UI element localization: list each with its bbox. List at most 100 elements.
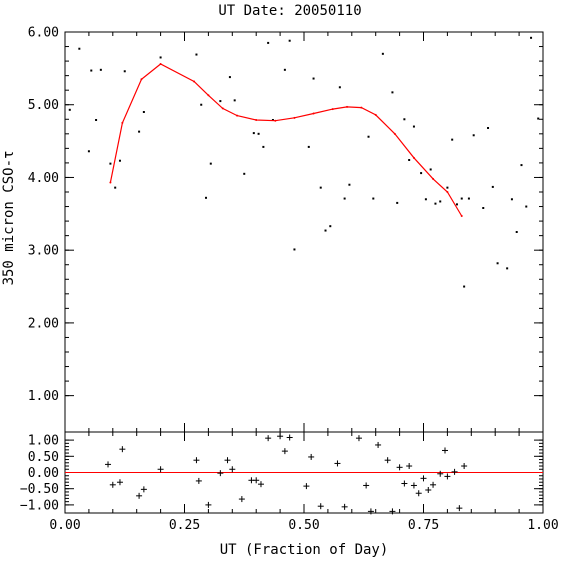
residual-point — [401, 480, 408, 487]
residual-point — [375, 441, 382, 448]
residual-point — [195, 477, 202, 484]
fit-point — [255, 119, 258, 121]
fit-point — [159, 63, 162, 65]
residual-point — [430, 481, 437, 488]
y-tick-label: 6.00 — [28, 26, 59, 41]
data-point — [118, 159, 121, 162]
data-point — [434, 202, 437, 205]
fit-point — [331, 108, 334, 111]
data-point — [123, 70, 126, 73]
residual-point — [238, 496, 245, 503]
data-point — [467, 197, 470, 200]
data-point — [267, 41, 270, 44]
residual-point — [456, 505, 463, 512]
residual-point — [406, 463, 413, 470]
fit-point — [360, 106, 363, 109]
data-point — [307, 145, 310, 148]
data-point — [424, 198, 427, 201]
x-tick-label: 0.00 — [49, 518, 80, 533]
residual-point — [334, 460, 341, 467]
data-point — [95, 119, 98, 121]
data-point — [460, 197, 463, 200]
residual-point — [437, 470, 444, 477]
data-point — [252, 132, 255, 135]
data-point — [283, 68, 286, 71]
data-point — [496, 262, 499, 265]
x-axis-label: UT (Fraction of Day) — [220, 542, 389, 558]
y-axis-label: 350 micron CSO-τ — [1, 151, 17, 286]
residual-point — [286, 434, 293, 441]
data-point — [367, 135, 370, 138]
data-point — [99, 68, 102, 71]
data-point — [530, 36, 533, 39]
x-tick-label: 1.00 — [527, 518, 558, 533]
data-point — [463, 285, 466, 288]
residual-point — [384, 457, 391, 464]
data-point — [312, 77, 315, 80]
fit-point — [221, 107, 224, 110]
data-point — [138, 130, 141, 133]
residual-point — [281, 448, 288, 455]
fit-point — [207, 94, 210, 97]
y-tick-label: 5.00 — [28, 98, 59, 113]
data-point — [90, 69, 93, 72]
residual-point — [257, 481, 264, 488]
y-tick-label: 2.00 — [28, 316, 59, 331]
data-point — [510, 198, 513, 201]
residual-point — [229, 466, 236, 473]
y-tick-label: 0.00 — [28, 466, 59, 481]
residual-point — [442, 447, 449, 454]
data-point — [324, 229, 327, 232]
data-point — [343, 197, 346, 200]
fit-point — [236, 114, 239, 117]
data-point — [257, 132, 260, 135]
residual-point — [303, 483, 310, 490]
data-point — [271, 119, 274, 121]
x-tick-label: 0.75 — [408, 518, 439, 533]
y-tick-label: 4.00 — [28, 171, 59, 186]
residual-point — [157, 466, 164, 473]
y-tick-label: 3.00 — [28, 244, 59, 259]
residual-plot-area: 0.00 0.25 0.50 0.75 1.001.000.500.00−0.50−1.… — [20, 431, 559, 533]
data-point — [228, 76, 231, 79]
residual-point — [109, 481, 116, 488]
residual-point — [224, 457, 231, 464]
data-point — [200, 103, 203, 106]
data-point — [412, 125, 415, 128]
y-tick-label: 1.00 — [28, 389, 59, 404]
data-point — [159, 56, 162, 59]
y-tick-label: −1.00 — [20, 498, 59, 513]
residual-point — [136, 492, 143, 499]
data-point — [446, 186, 449, 189]
data-point — [288, 39, 291, 42]
residual-point — [410, 482, 417, 489]
data-point — [142, 111, 145, 113]
data-point — [391, 91, 394, 94]
y-tick-label: −0.50 — [20, 482, 59, 497]
fit-point — [140, 78, 143, 81]
residual-point — [444, 473, 451, 480]
residual-point — [277, 433, 284, 440]
residual-point — [341, 503, 348, 510]
residual-point — [425, 486, 432, 493]
data-point — [472, 134, 475, 137]
data-point — [506, 267, 509, 270]
data-point — [195, 53, 198, 56]
data-point — [293, 248, 296, 251]
residual-point — [461, 463, 468, 470]
data-point — [381, 52, 384, 55]
residual-point — [140, 486, 147, 493]
residual-point — [420, 475, 427, 482]
residual-point — [265, 435, 272, 442]
x-tick-label: 0.25 — [169, 518, 200, 533]
data-point — [243, 172, 246, 175]
fit-point — [346, 105, 349, 108]
fit-curve — [109, 63, 463, 217]
fit-point — [446, 191, 449, 193]
residual-point — [253, 477, 260, 484]
fit-point — [374, 113, 377, 116]
fit-point — [412, 156, 415, 159]
data-point — [209, 162, 212, 165]
residual-point — [308, 453, 315, 460]
